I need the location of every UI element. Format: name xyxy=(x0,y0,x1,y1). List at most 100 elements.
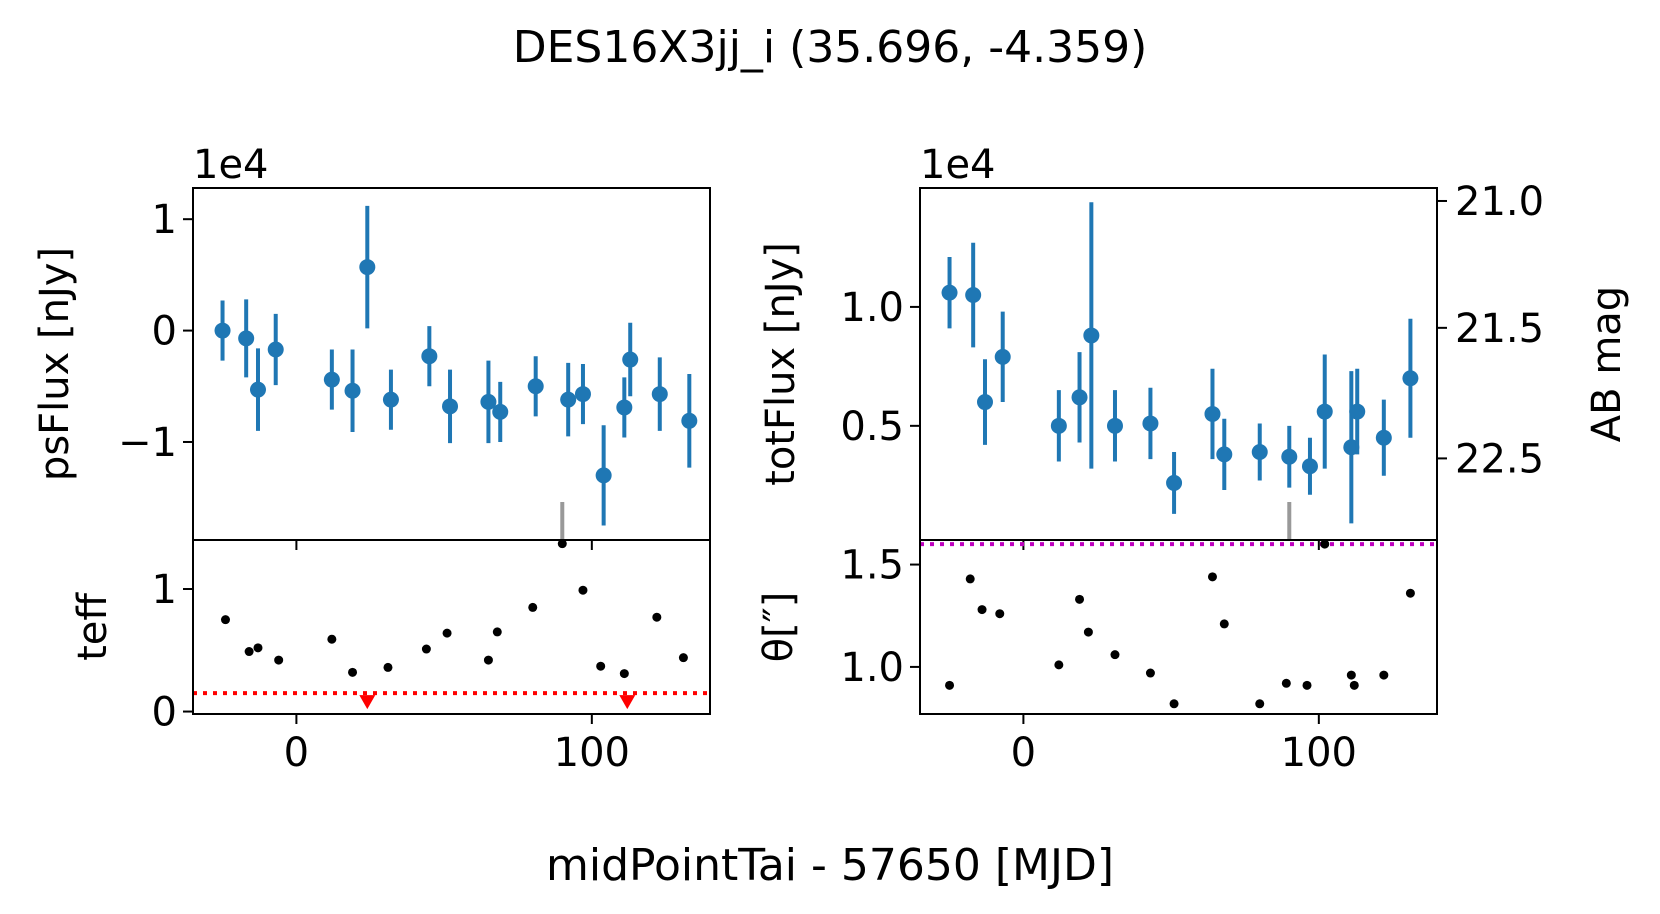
teff-point xyxy=(492,627,502,637)
seeing-x-tick-label: 100 xyxy=(1281,730,1357,776)
seeing-point xyxy=(965,574,975,584)
totflux-point xyxy=(1204,405,1221,422)
psflux-y-tick-label: 0 xyxy=(152,309,177,355)
teff-point xyxy=(557,539,567,549)
teff-point xyxy=(327,634,337,644)
psflux-y-label: psFlux [nJy] xyxy=(32,247,78,481)
totflux-point xyxy=(1166,474,1183,491)
totflux-point xyxy=(1301,458,1318,475)
seeing-point xyxy=(1349,680,1359,690)
psflux-point xyxy=(622,351,639,368)
psflux-point xyxy=(382,391,399,408)
teff-point xyxy=(348,667,358,677)
teff-point xyxy=(244,647,254,657)
psflux-point xyxy=(344,382,361,399)
psflux-point xyxy=(238,330,255,347)
seeing-point xyxy=(1405,588,1415,598)
teff-point xyxy=(383,662,393,672)
totflux-point xyxy=(994,348,1011,365)
seeing-point xyxy=(1207,572,1217,582)
teff-point xyxy=(652,612,662,622)
teff-point xyxy=(678,653,688,663)
teff-point xyxy=(442,628,452,638)
teff-point xyxy=(253,643,263,653)
seeing-point xyxy=(1075,594,1085,604)
teff-x-tick-label: 100 xyxy=(554,730,630,776)
teff-y-label: teff xyxy=(70,592,116,661)
totflux-point xyxy=(1251,444,1268,460)
totflux-point xyxy=(1281,448,1298,465)
ab-mag-label: AB mag xyxy=(1584,286,1630,442)
totflux-point xyxy=(976,394,993,411)
psflux-point xyxy=(249,381,266,398)
seeing-point xyxy=(977,605,987,615)
totflux-point xyxy=(1349,403,1366,420)
seeing-point xyxy=(1054,660,1064,670)
seeing-point xyxy=(1169,699,1179,709)
psflux-point xyxy=(214,322,231,339)
totflux-y-tick-label: 0.5 xyxy=(840,404,904,450)
psflux-point xyxy=(323,371,340,388)
seeing-y-tick-label: 1.5 xyxy=(840,543,904,589)
totflux-point xyxy=(1316,403,1333,420)
seeing-point xyxy=(1320,539,1330,549)
totflux-point xyxy=(1375,429,1392,446)
teff-panel: 0 100 0 1 teff xyxy=(70,539,711,776)
teff-point xyxy=(421,644,431,654)
totflux-y-tick-label: 1.0 xyxy=(840,285,904,331)
totflux-offset-label: 1e4 xyxy=(920,142,996,188)
totflux-point xyxy=(1142,415,1159,432)
psflux-point xyxy=(267,341,284,358)
psflux-offset-label: 1e4 xyxy=(193,142,269,188)
seeing-point xyxy=(1281,678,1291,688)
psflux-point xyxy=(359,259,376,276)
psflux-point xyxy=(595,467,612,484)
chart-title: DES16X3jj_i (35.696, -4.359) xyxy=(513,22,1148,73)
totflux-point xyxy=(1050,417,1067,434)
x-axis-label: midPointTai - 57650 [MJD] xyxy=(546,840,1114,891)
psflux-point xyxy=(651,386,668,403)
psflux-point xyxy=(492,403,509,420)
psflux-point xyxy=(527,378,544,395)
teff-x-tick-label: 0 xyxy=(284,730,309,776)
totflux-point xyxy=(1402,370,1419,387)
teff-point xyxy=(483,655,493,665)
teff-y-tick-label: 0 xyxy=(152,690,177,736)
ab-mag-tick-label: 21.5 xyxy=(1455,306,1544,352)
teff-point xyxy=(596,661,606,671)
psflux-point xyxy=(421,348,438,365)
teff-flag-triangle xyxy=(359,695,376,710)
teff-point xyxy=(220,615,230,625)
psflux-point xyxy=(616,399,633,416)
teff-y-tick-label: 1 xyxy=(152,567,177,613)
ab-mag-tick-label: 22.5 xyxy=(1455,436,1544,482)
seeing-point xyxy=(1110,650,1120,660)
seeing-x-tick-label: 0 xyxy=(1011,730,1036,776)
psflux-y-tick-label: 1 xyxy=(152,197,177,243)
seeing-frame xyxy=(919,539,1438,715)
seeing-point xyxy=(1219,619,1229,629)
seeing-point xyxy=(1346,670,1356,680)
teff-frame xyxy=(192,539,711,715)
psflux-point xyxy=(442,398,459,415)
seeing-point xyxy=(1145,668,1155,678)
seeing-point xyxy=(945,680,955,690)
seeing-point xyxy=(1302,680,1312,690)
totflux-point xyxy=(965,287,982,304)
totflux-point xyxy=(1071,389,1088,406)
totflux-point xyxy=(1216,446,1233,463)
seeing-point xyxy=(1379,670,1389,680)
psflux-point xyxy=(480,393,497,410)
ab-mag-tick-label: 21.0 xyxy=(1455,179,1544,225)
psflux-point xyxy=(560,391,577,408)
teff-point xyxy=(619,669,629,679)
teff-point xyxy=(528,602,538,612)
teff-flag-triangle xyxy=(619,695,636,710)
seeing-y-tick-label: 1.0 xyxy=(840,645,904,691)
psflux-panel: 1 0 −1 1e4 psFlux [nJy] xyxy=(32,142,711,550)
seeing-point xyxy=(995,609,1005,619)
totflux-point xyxy=(1106,417,1123,434)
seeing-point xyxy=(1255,699,1265,709)
psflux-point xyxy=(574,386,591,403)
